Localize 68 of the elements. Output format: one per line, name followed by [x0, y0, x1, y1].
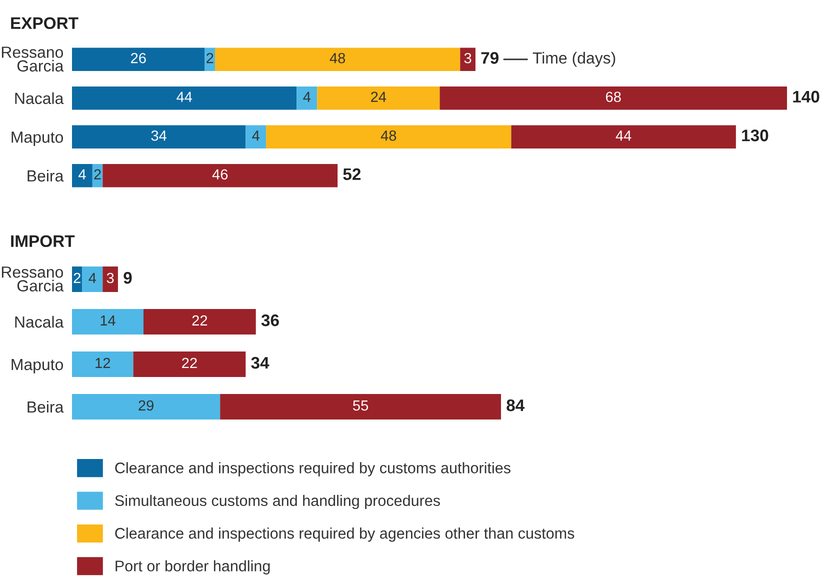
data-label: 22 — [192, 315, 208, 326]
data-label: 44 — [176, 92, 192, 102]
total-label: 140 — [793, 90, 820, 103]
data-label: 55 — [353, 400, 368, 411]
total-label: 130 — [742, 130, 768, 142]
legend-label: Simultaneous customs and handling procedures — [115, 494, 440, 510]
y-tick-label: Nacala — [15, 316, 64, 328]
bar — [102, 266, 118, 292]
bar — [133, 352, 246, 377]
y-tick-label: Beira — [28, 170, 64, 182]
y-tick-label: Nacala — [15, 92, 64, 104]
bar — [72, 394, 220, 420]
bar — [72, 86, 297, 110]
data-label: 48 — [380, 130, 396, 141]
data-label: 4 — [303, 92, 311, 102]
data-label: 4 — [252, 130, 260, 141]
data-label: 29 — [138, 400, 154, 411]
data-label: 4 — [78, 169, 86, 180]
data-label: 3 — [464, 52, 472, 64]
data-label: 2 — [74, 272, 80, 284]
bar — [317, 86, 440, 110]
bar — [440, 86, 787, 110]
y-tick-label: Ressano Garcia — [2, 46, 64, 72]
total-label: 84 — [506, 399, 525, 412]
y-tick-label: Ressano Garcia — [2, 266, 64, 292]
legend-label: Clearance and inspections required by customs authorities — [115, 462, 510, 476]
total-label: 9 — [124, 272, 132, 284]
bar — [460, 48, 476, 71]
bar — [82, 266, 103, 292]
bar — [220, 394, 501, 420]
data-label: 22 — [182, 358, 197, 368]
legend-label: Port or border handling — [116, 560, 270, 574]
data-label: 14 — [100, 315, 116, 326]
annotation: Time (days) — [532, 52, 616, 67]
data-label: 24 — [371, 92, 386, 102]
bar — [72, 48, 205, 71]
data-label: 68 — [606, 92, 621, 102]
data-label: 34 — [151, 130, 167, 141]
bar — [72, 164, 92, 188]
chart-title: IMPORT — [11, 235, 75, 248]
data-label: 2 — [206, 52, 214, 64]
bar — [144, 309, 256, 334]
y-tick-label: Beira — [28, 400, 64, 413]
data-label: 46 — [212, 169, 228, 180]
bar — [266, 125, 512, 148]
data-label: 44 — [616, 130, 632, 141]
bar — [72, 309, 144, 334]
data-label: 48 — [330, 52, 346, 64]
bar — [72, 352, 134, 377]
data-label: 3 — [106, 272, 114, 284]
data-label: 26 — [131, 52, 146, 64]
data-label: 2 — [94, 169, 101, 180]
total-label: 79 — [481, 52, 498, 64]
bar — [102, 164, 338, 188]
data-label: 12 — [96, 358, 110, 368]
y-tick-label: Maputo — [12, 359, 63, 374]
bar — [72, 125, 246, 148]
bar — [511, 125, 736, 148]
data-label: 4 — [88, 272, 96, 284]
total-label: 34 — [251, 356, 270, 369]
chart-title: EXPORT — [11, 17, 78, 30]
bar — [296, 86, 318, 110]
bar — [246, 125, 266, 148]
legend-label: Clearance and inspections required by agencies other than customs — [115, 528, 574, 542]
total-label: 52 — [343, 168, 361, 180]
total-label: 36 — [261, 314, 279, 326]
y-tick-label: Maputo — [12, 132, 63, 146]
bar — [215, 48, 460, 71]
